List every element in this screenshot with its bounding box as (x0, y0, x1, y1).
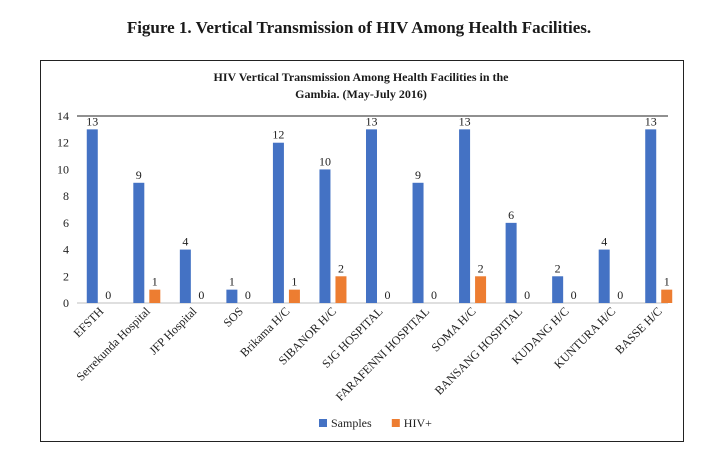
bar-hiv-positive (475, 276, 487, 303)
category-label: SOMA H/C (428, 304, 478, 354)
data-label: 1 (229, 275, 235, 289)
bar-hiv-positive (149, 289, 161, 303)
data-label: 0 (617, 288, 623, 302)
data-label: 4 (601, 235, 607, 249)
y-tick-label: 4 (63, 243, 69, 257)
bar-samples (319, 169, 331, 303)
bar-samples (366, 129, 377, 303)
data-label: 13 (459, 114, 471, 128)
bar-hiv-positive (288, 289, 300, 303)
data-label: 2 (555, 261, 561, 275)
y-tick-label: 12 (57, 136, 69, 150)
bar-samples (552, 276, 564, 303)
category-label: BASSE H/C (612, 304, 665, 357)
bar-samples (459, 129, 471, 303)
bar-samples (133, 182, 145, 303)
data-label: 0 (571, 288, 577, 302)
y-tick-label: 0 (63, 296, 69, 310)
bar-samples (412, 182, 424, 303)
chart-frame: HIV Vertical Transmission Among Health F… (40, 60, 684, 442)
data-label: 10 (319, 154, 331, 168)
bars (86, 129, 673, 303)
category-label: EFSTH (71, 304, 107, 340)
chart-title-line-1: HIV Vertical Transmission Among Health F… (213, 70, 509, 84)
chart-title: HIV Vertical Transmission Among Health F… (213, 70, 509, 101)
bar-hiv-positive (335, 276, 347, 303)
data-label: 2 (478, 261, 484, 275)
legend-swatch (319, 419, 327, 427)
data-label: 12 (272, 128, 284, 142)
data-label: 9 (415, 168, 421, 182)
y-tick-label: 14 (57, 109, 69, 123)
legend-label: HIV+ (404, 416, 432, 430)
data-label: 1 (152, 275, 158, 289)
data-label: 0 (105, 288, 111, 302)
bar-samples (179, 249, 191, 303)
category-label: BANSANG HOSPITAL (432, 304, 525, 397)
data-label: 0 (431, 288, 437, 302)
data-label: 0 (245, 288, 251, 302)
figure-caption: Figure 1. Vertical Transmission of HIV A… (126, 18, 592, 37)
bar-samples (645, 129, 657, 303)
data-label: 13 (366, 114, 378, 128)
data-label: 1 (291, 275, 297, 289)
bar-samples (598, 249, 610, 303)
data-label: 2 (338, 261, 344, 275)
data-label: 0 (524, 288, 530, 302)
data-label: 4 (182, 235, 188, 249)
y-tick-label: 8 (63, 189, 69, 203)
y-tick-label: 10 (57, 162, 69, 176)
bar-samples (86, 129, 98, 303)
bar-samples (226, 289, 238, 303)
chart-title-line-2: Gambia. (May-July 2016) (295, 87, 427, 101)
y-tick-label: 6 (63, 216, 69, 230)
data-label: 0 (198, 288, 204, 302)
legend-swatch (391, 419, 400, 427)
data-label: 6 (508, 208, 514, 222)
bar-hiv-positive (661, 289, 673, 303)
category-label: JFP Hospital (146, 304, 200, 358)
data-label: 13 (86, 114, 98, 128)
legend-label: Samples (331, 416, 372, 430)
legend: Samples HIV+ (319, 416, 432, 430)
data-label: 13 (645, 114, 657, 128)
data-label: 0 (385, 288, 391, 302)
data-label: 1 (664, 275, 670, 289)
category-label: SOS (221, 304, 246, 329)
data-label: 9 (136, 168, 142, 182)
category-label: FARAFENNI HOSPITAL (333, 304, 432, 403)
bar-samples (272, 142, 284, 303)
bar-samples (505, 222, 517, 303)
y-tick-label: 2 (63, 269, 69, 283)
bar-chart: HIV Vertical Transmission Among Health F… (57, 70, 673, 430)
